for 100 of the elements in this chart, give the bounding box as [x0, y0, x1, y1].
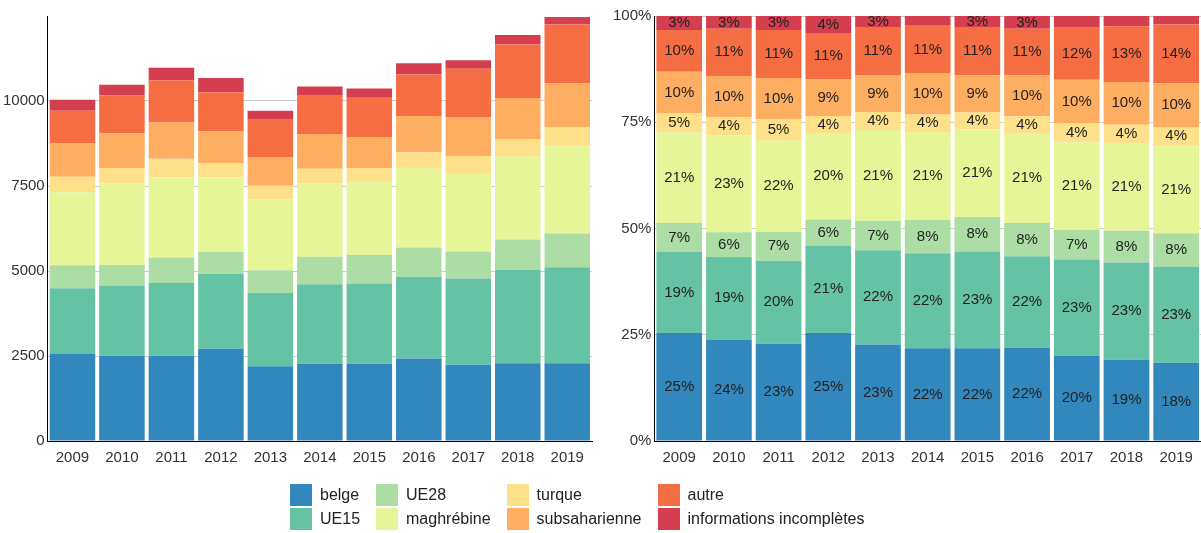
data-label: 4% [916, 113, 939, 131]
data-label: 23% [1161, 304, 1192, 322]
data-label: 3% [767, 13, 790, 31]
bar [1103, 262, 1150, 360]
bar [954, 27, 1001, 76]
legend-label: autre [687, 486, 724, 504]
data-label: 4% [817, 14, 840, 32]
bar [99, 183, 145, 265]
data-label: 9% [867, 83, 889, 101]
y-tick-label: 75% [621, 112, 652, 130]
data-label: 21% [1161, 179, 1192, 197]
x-tick-label: 2018 [1109, 448, 1144, 466]
data-label: 23% [1111, 301, 1142, 319]
bar [1004, 222, 1050, 257]
data-label: 8% [1165, 240, 1187, 258]
bar [904, 132, 951, 220]
data-label: 22% [862, 287, 893, 305]
data-label: 10% [1061, 91, 1092, 109]
bar [1004, 28, 1050, 76]
bar [706, 135, 752, 233]
y-tick-label: 0 [36, 431, 45, 449]
data-label: 22% [1012, 384, 1043, 402]
data-label: 10% [1012, 86, 1043, 104]
bar [445, 251, 492, 279]
bar [445, 60, 492, 69]
bar [99, 95, 145, 134]
data-label: 4% [966, 111, 989, 129]
bar [247, 270, 294, 294]
data-label: 11% [962, 41, 992, 59]
data-label: 10% [1111, 93, 1142, 111]
x-tick-label: 2015 [352, 448, 387, 466]
bar [544, 24, 591, 84]
x-tick-label: 2017 [451, 448, 485, 466]
data-label: 23% [763, 382, 794, 400]
bar [1004, 256, 1050, 348]
bar [1053, 142, 1100, 230]
bar [1103, 143, 1150, 231]
y-tick-label: 2500 [11, 346, 45, 364]
bar [445, 116, 492, 157]
bar [1153, 145, 1200, 234]
bar [247, 157, 294, 186]
bar [954, 251, 1001, 349]
bar [297, 183, 343, 257]
data-label: 10% [912, 83, 943, 101]
data-label: 22% [912, 384, 943, 402]
bar [99, 355, 145, 441]
data-label: 6% [718, 234, 740, 252]
data-label: 21% [862, 165, 893, 183]
bar [198, 131, 244, 163]
bar [805, 245, 852, 334]
data-label: 10% [763, 88, 794, 106]
bar [544, 233, 591, 268]
data-label: 21% [1061, 176, 1092, 194]
bar [544, 267, 591, 364]
bar [297, 86, 343, 95]
bar [49, 353, 96, 441]
bar [755, 231, 802, 261]
data-label: 8% [1016, 229, 1038, 247]
bar [396, 276, 442, 359]
bar [706, 232, 752, 257]
bar [346, 137, 393, 168]
data-label: 5% [767, 120, 790, 138]
bar [904, 16, 951, 26]
data-label: 4% [1115, 124, 1138, 142]
x-tick-label: 2012 [204, 448, 238, 466]
bar [148, 177, 195, 258]
bar [198, 92, 244, 132]
x-tick-label: 2019 [550, 448, 584, 466]
legend-label: informations incomplètes [687, 510, 865, 528]
bar [297, 168, 343, 184]
x-tick-label: 2014 [910, 448, 945, 466]
bar [49, 288, 96, 354]
bar [1153, 83, 1200, 127]
data-label: 9% [966, 84, 989, 102]
bar [445, 364, 492, 441]
y-tick-label: 10000 [2, 91, 45, 109]
x-tick-label: 2016 [402, 448, 436, 466]
bar [904, 72, 951, 115]
bar [247, 185, 294, 200]
bar [1153, 16, 1200, 25]
y-tick-label: 25% [621, 324, 652, 342]
data-label: 4% [718, 116, 740, 134]
x-tick-label: 2016 [1010, 448, 1044, 466]
bar [1004, 133, 1050, 223]
x-tick-label: 2015 [960, 448, 995, 466]
data-label: 11% [863, 41, 893, 59]
bar [755, 260, 802, 344]
bar [99, 84, 145, 96]
bar [805, 132, 852, 220]
legend-label: UE15 [320, 510, 361, 528]
data-label: 3% [668, 13, 691, 31]
bar [1153, 266, 1200, 363]
bar [904, 220, 951, 254]
bar [297, 284, 343, 364]
bar [1153, 233, 1200, 267]
bar [706, 339, 752, 441]
data-label: 23% [962, 290, 993, 308]
data-label: 22% [912, 290, 943, 308]
data-label: 10% [664, 40, 695, 58]
x-tick-label: 2018 [501, 448, 535, 466]
